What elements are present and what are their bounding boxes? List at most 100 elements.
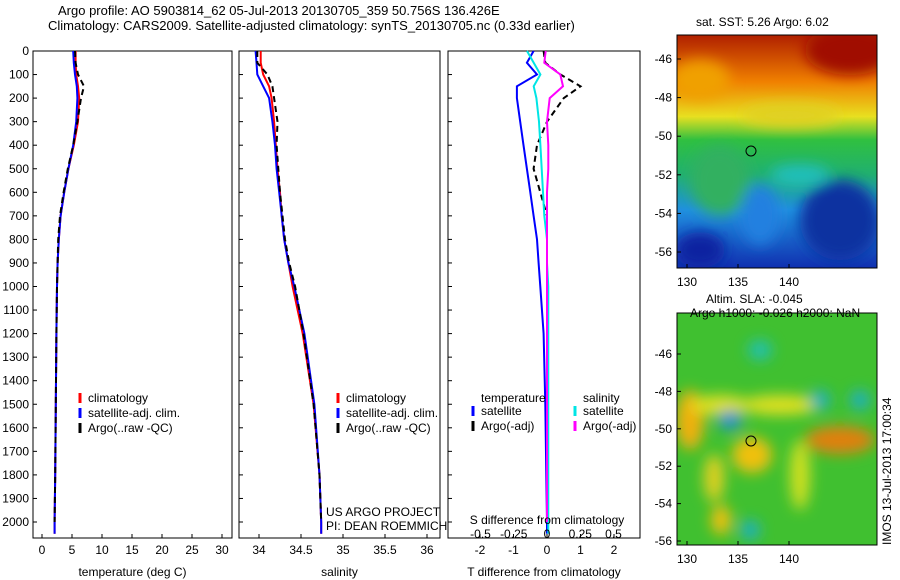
series-line-satellite-adj-clim- <box>254 50 323 534</box>
sst-map-image <box>677 35 877 268</box>
x-tick-label: 36 <box>420 543 434 557</box>
series-line-satellite-adj-clim- <box>53 50 79 534</box>
x-tick-label: 1 <box>577 543 584 557</box>
s-tick-label: 0.25 <box>569 527 593 541</box>
lon-tick-label: 140 <box>779 275 799 289</box>
legend-label: Argo(-adj) <box>481 419 534 433</box>
y-tick-label: 1000 <box>2 280 29 294</box>
lat-tick-label: -54 <box>655 497 673 511</box>
x-tick-label: 5 <box>69 543 76 557</box>
x-tick-label: 35.5 <box>373 543 397 557</box>
y-tick-label: 0 <box>22 44 29 58</box>
y-tick-label: 300 <box>9 115 29 129</box>
title-line2: Climatology: CARS2009. Satellite-adjuste… <box>48 18 575 33</box>
lat-tick-label: -46 <box>655 52 673 66</box>
y-tick-label: 500 <box>9 162 29 176</box>
plot-frame-3 <box>447 50 641 539</box>
x-tick-label: 30 <box>215 543 229 557</box>
legend-label: satellite-adj. clim. <box>346 406 438 420</box>
plot-frame-2 <box>238 50 441 539</box>
y-tick-label: 1300 <box>2 350 29 364</box>
sla-map-image <box>677 313 877 545</box>
lat-tick-label: -46 <box>655 347 673 361</box>
lon-tick-label: 130 <box>677 275 697 289</box>
legend-label: satellite <box>583 404 624 418</box>
legend-label: Argo(-adj) <box>583 419 636 433</box>
s-axis-label: S difference from climatology <box>470 513 625 527</box>
legend-label: Argo(..raw -QC) <box>88 421 173 435</box>
y-tick-label: 600 <box>9 185 29 199</box>
sla-map-title2: Argo h1000: -0.026 h2000: NaN <box>690 306 861 320</box>
lat-tick-label: -52 <box>655 168 673 182</box>
annotation: US ARGO PROJECT <box>326 505 441 519</box>
series-line-argo-raw-qc- <box>256 51 323 523</box>
legend-label: satellite <box>481 404 522 418</box>
s-tick-label: 0 <box>544 527 551 541</box>
lat-tick-label: -52 <box>655 459 673 473</box>
sla-map-title1: Altim. SLA: -0.045 <box>706 292 803 306</box>
x-tick-label: 2 <box>611 543 618 557</box>
legend-header: salinity <box>583 391 620 405</box>
x-tick-label: 25 <box>185 543 199 557</box>
argo-location-marker <box>745 435 757 447</box>
y-tick-label: 1500 <box>2 397 29 411</box>
y-tick-label: 1400 <box>2 374 29 388</box>
x-axis-label: T difference from climatology <box>467 565 621 579</box>
x-tick-label: 35 <box>336 543 350 557</box>
y-tick-label: 1600 <box>2 421 29 435</box>
x-tick-label: 34.5 <box>289 543 313 557</box>
series-line-argo-adj- <box>543 50 565 522</box>
x-tick-label: -2 <box>475 543 486 557</box>
x-tick-label: 10 <box>95 543 109 557</box>
y-tick-label: 1100 <box>3 303 29 317</box>
timestamp-stamp: IMOS 13-Jul-2013 17:00:34 <box>880 397 894 545</box>
lat-tick-label: -48 <box>655 91 673 105</box>
legend-label: Argo(..raw -QC) <box>346 421 431 435</box>
y-tick-label: 400 <box>9 138 29 152</box>
legend-label: climatology <box>88 391 148 405</box>
lat-tick-label: -56 <box>655 534 673 548</box>
s-tick-label: -0.25 <box>500 527 528 541</box>
y-tick-label: 1200 <box>2 327 29 341</box>
s-tick-label: 0.5 <box>605 527 622 541</box>
annotation: PI: DEAN ROEMMICH <box>326 519 447 533</box>
lat-tick-label: -50 <box>655 422 673 436</box>
legend-label: satellite-adj. clim. <box>88 406 180 420</box>
s-tick-label: -0.5 <box>470 527 491 541</box>
title-line1: Argo profile: AO 5903814_62 05-Jul-2013 … <box>58 3 500 18</box>
x-tick-label: 0 <box>39 543 46 557</box>
y-tick-label: 1900 <box>2 491 29 505</box>
x-tick-label: -1 <box>508 543 519 557</box>
x-tick-label: 0 <box>544 543 551 557</box>
y-tick-label: 800 <box>9 232 29 246</box>
y-tick-label: 200 <box>9 91 29 105</box>
lat-tick-label: -48 <box>655 384 673 398</box>
sst-map-frame <box>676 34 878 269</box>
series-line-satellite <box>526 50 550 534</box>
legend-label: climatology <box>346 391 406 405</box>
sst-map-title: sat. SST: 5.26 Argo: 6.02 <box>696 15 829 29</box>
lon-tick-label: 135 <box>728 275 748 289</box>
x-tick-label: 34 <box>252 543 266 557</box>
y-tick-label: 900 <box>9 256 29 270</box>
y-tick-label: 2000 <box>2 515 29 529</box>
lon-tick-label: 130 <box>677 552 697 566</box>
lat-tick-label: -56 <box>655 245 673 259</box>
legend-header: temperature <box>481 391 546 405</box>
series-line-climatology <box>259 51 323 534</box>
series-line-argo-raw-qc- <box>53 50 86 523</box>
lon-tick-label: 140 <box>779 552 799 566</box>
y-tick-label: 700 <box>9 209 29 223</box>
x-tick-label: 20 <box>155 543 169 557</box>
lat-tick-label: -54 <box>655 206 673 220</box>
plot-frame-1 <box>32 50 233 539</box>
lat-tick-label: -50 <box>655 129 673 143</box>
series-line-satellite <box>515 50 548 534</box>
x-tick-label: 15 <box>125 543 139 557</box>
argo-location-marker <box>745 145 757 157</box>
y-tick-label: 1700 <box>2 444 29 458</box>
x-axis-label: salinity <box>321 565 358 579</box>
lon-tick-label: 135 <box>728 552 748 566</box>
x-axis-label: temperature (deg C) <box>78 565 186 579</box>
